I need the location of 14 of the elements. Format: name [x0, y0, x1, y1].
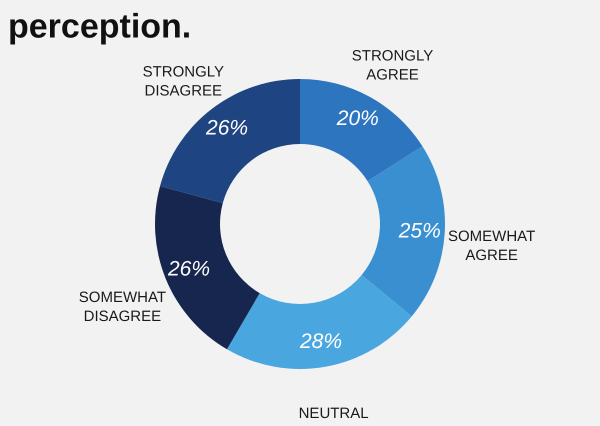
data-label: 26% [166, 258, 210, 281]
chart-title: perception. [8, 8, 192, 46]
slice-label: SOMEWHAT AGREE [448, 228, 536, 264]
data-label: 26% [205, 116, 248, 140]
slice-label: NEUTRAL [298, 405, 369, 422]
data-label: 28% [298, 330, 342, 354]
slice-label: SOMEWHAT DISAGREE [78, 288, 166, 325]
data-label: 25% [398, 220, 441, 243]
donut-slice [300, 79, 422, 182]
data-label: 20% [336, 106, 379, 130]
slice-label: STRONGLY AGREE [352, 48, 434, 84]
donut-slice [226, 274, 412, 369]
slice-label: STRONGLY DISAGREE [142, 64, 224, 100]
donut-slice [362, 146, 445, 316]
